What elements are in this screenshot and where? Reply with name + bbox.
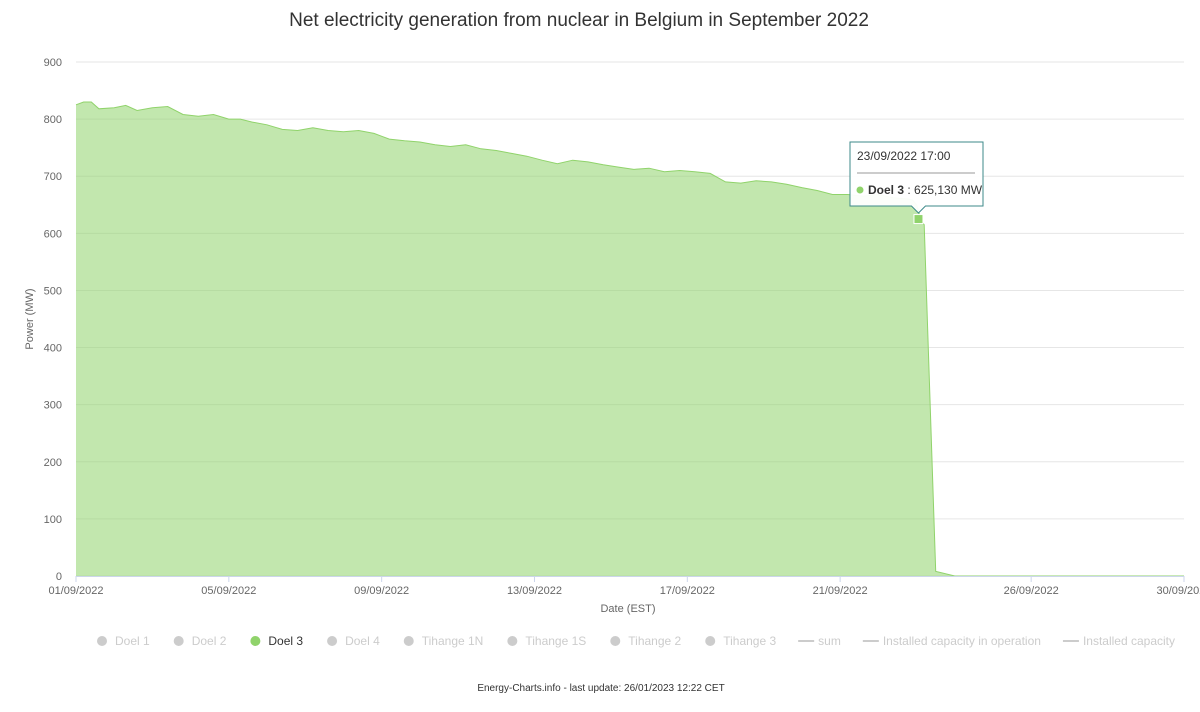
legend-item[interactable]: Doel 2: [173, 634, 227, 648]
legend-label: Tihange 1S: [525, 634, 586, 648]
legend-label: Tihange 3: [723, 634, 776, 648]
tooltip-series-dot: [856, 186, 864, 194]
tooltip-date: 23/09/2022 17:00: [857, 149, 951, 163]
legend-symbol: [250, 636, 261, 646]
legend-item[interactable]: Installed capacity in operation: [862, 634, 1041, 648]
legend-symbol: [97, 636, 107, 646]
chart-title: Net electricity generation from nuclear …: [289, 10, 869, 31]
x-tick-label: 09/09/2022: [354, 585, 409, 597]
legend-symbol: [327, 636, 338, 646]
legend-label: Tihange 2: [628, 634, 681, 648]
y-tick-label: 500: [44, 285, 62, 297]
x-tick-label: 21/09/2022: [813, 585, 868, 597]
y-tick-label: 700: [44, 171, 62, 183]
legend-symbol: [705, 636, 716, 646]
y-tick-label: 300: [44, 400, 62, 412]
legend-item[interactable]: Doel 4: [327, 634, 380, 648]
legend-item[interactable]: Installed capacity: [1062, 634, 1175, 648]
series-area-doel-3: [76, 102, 1184, 576]
y-axis: 0 100 200 300 400 500 600 700 800 900: [44, 57, 62, 583]
tooltip-series: Doel 3 : 625,130 MW: [868, 183, 983, 197]
y-tick-label: 900: [44, 57, 62, 69]
tooltip-box: [849, 141, 984, 214]
legend-symbol: [403, 636, 414, 646]
tooltip-marker: [913, 214, 924, 225]
plot-area: [75, 101, 1184, 577]
legend-symbol: [610, 636, 621, 646]
x-tick-label: 26/09/2022: [1004, 585, 1059, 597]
legend-item[interactable]: Tihange 1N: [403, 634, 484, 648]
y-tick-label: 200: [44, 457, 62, 469]
y-tick-label: 100: [44, 514, 62, 526]
legend-item[interactable]: Doel 3: [250, 634, 303, 648]
y-tick-label: 800: [44, 114, 62, 126]
x-tick-label: 05/09/2022: [201, 585, 256, 597]
footer-credit: Energy-Charts.info - last update: 26/01/…: [477, 683, 724, 694]
x-tick-label: 30/09/2022: [1156, 585, 1200, 597]
y-axis-title: Power (MW): [24, 288, 36, 349]
legend-label: Installed capacity in operation: [883, 634, 1041, 648]
legend-item[interactable]: Tihange 1S: [507, 634, 586, 648]
legend-symbol: [173, 636, 184, 646]
legend-item[interactable]: sum: [798, 634, 841, 648]
x-axis: 01/09/2022 05/09/2022 09/09/2022 13/09/2022…: [48, 576, 1200, 597]
legend-label: Doel 2: [192, 634, 227, 648]
legend: Doel 1 Doel 2 Doel 3 Doel 4 Tihange 1N Tihang…: [97, 634, 1175, 648]
legend-label: Doel 3: [268, 634, 303, 648]
legend-item[interactable]: Tihange 3: [705, 634, 776, 648]
tooltip-series-name: Doel 3: [868, 183, 904, 197]
legend-item[interactable]: Doel 1: [97, 634, 150, 648]
legend-label: Doel 1: [115, 634, 150, 648]
legend-item[interactable]: Tihange 2: [610, 634, 682, 648]
y-tick-label: 400: [44, 343, 62, 355]
legend-label: Tihange 1N: [422, 634, 484, 648]
x-tick-label: 13/09/2022: [507, 585, 562, 597]
x-axis-title: Date (EST): [600, 603, 655, 615]
legend-symbol: [507, 636, 518, 646]
legend-label: sum: [818, 634, 841, 648]
y-tick-label: 600: [44, 228, 62, 240]
tooltip-value: : 625,130 MW: [904, 183, 983, 197]
legend-label: Doel 4: [345, 634, 380, 648]
x-tick-label: 01/09/2022: [48, 585, 103, 597]
tooltip: 23/09/2022 17:00 Doel 3 : 625,130 MW: [849, 141, 984, 225]
x-tick-label: 17/09/2022: [660, 585, 715, 597]
y-tick-label: 0: [56, 571, 62, 583]
legend-label: Installed capacity: [1083, 634, 1175, 648]
